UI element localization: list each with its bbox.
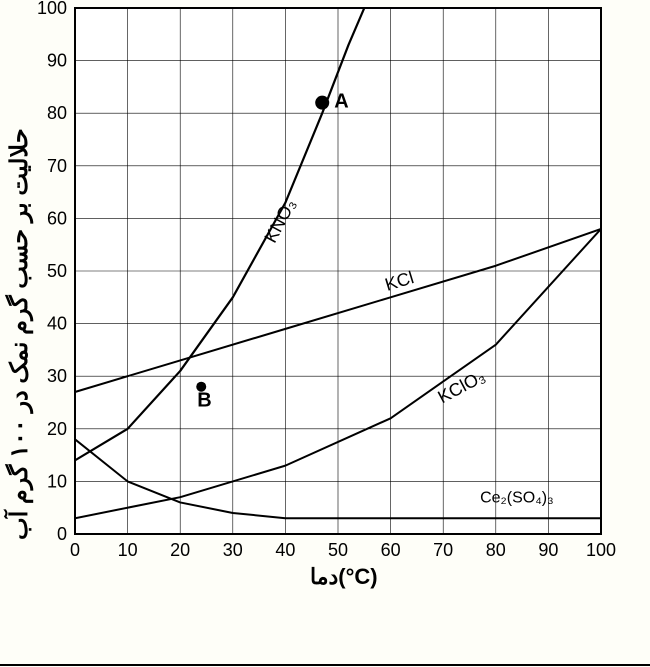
y-tick-label: 0 [57, 524, 67, 544]
point-A [315, 96, 329, 110]
point-label-B: B [197, 390, 211, 412]
y-tick-label: 10 [47, 471, 67, 491]
x-tick-label: 90 [538, 540, 558, 560]
y-tick-label: 60 [47, 208, 67, 228]
y-tick-label: 90 [47, 51, 67, 71]
x-tick-label: 10 [118, 540, 138, 560]
x-tick-label: 40 [275, 540, 295, 560]
series-label-Ce2(SO4)3: Ce₂(SO₄)₃ [480, 489, 553, 506]
footer-rule [0, 664, 650, 666]
y-tick-label: 70 [47, 156, 67, 176]
x-tick-label: 20 [170, 540, 190, 560]
y-tick-label: 20 [47, 419, 67, 439]
x-tick-label: 80 [486, 540, 506, 560]
x-axis-label: دما(°C) [310, 564, 378, 590]
y-tick-label: 30 [47, 366, 67, 386]
point-label-A: A [334, 91, 348, 113]
y-tick-label: 80 [47, 103, 67, 123]
x-tick-label: 50 [328, 540, 348, 560]
y-axis-label: حلالیت بر حسب گرم نمک در ۱۰۰ گرم آب [6, 60, 34, 540]
x-tick-label: 100 [586, 540, 616, 560]
x-tick-label: 0 [70, 540, 80, 560]
y-tick-label: 40 [47, 314, 67, 334]
y-tick-label: 100 [37, 0, 67, 18]
y-tick-label: 50 [47, 261, 67, 281]
x-tick-label: 70 [433, 540, 453, 560]
x-tick-label: 30 [223, 540, 243, 560]
solubility-chart: حلالیت بر حسب گرم نمک در ۱۰۰ گرم آب 0 10 2… [0, 0, 650, 667]
x-tick-label: 60 [381, 540, 401, 560]
plot-svg: 0 10 20 30 40 50 60 70 80 90 100 0 10 20 30 40 50 60 70 80 9… [0, 0, 650, 605]
